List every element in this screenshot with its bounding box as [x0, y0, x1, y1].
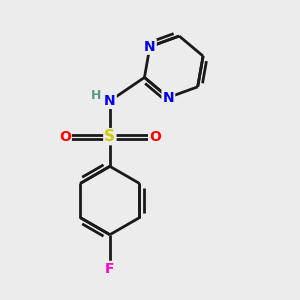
Text: N: N — [144, 40, 156, 54]
Text: H: H — [91, 89, 102, 102]
Text: N: N — [163, 91, 174, 104]
Text: N: N — [104, 94, 116, 108]
Text: O: O — [149, 130, 161, 144]
Text: O: O — [59, 130, 70, 144]
Text: S: S — [104, 129, 116, 144]
Text: F: F — [105, 262, 115, 276]
